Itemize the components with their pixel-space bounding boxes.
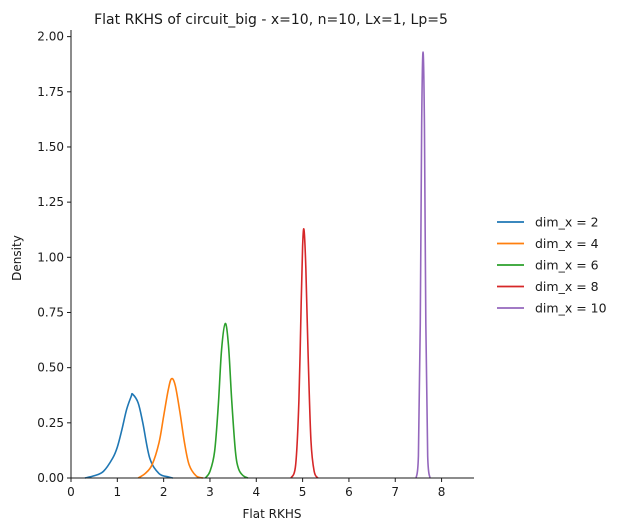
y-tick-label: 1.75 — [37, 85, 64, 99]
legend-label: dim_x = 10 — [535, 301, 607, 316]
x-tick-label: 4 — [252, 485, 260, 499]
x-tick-label: 6 — [345, 485, 353, 499]
x-tick-label: 5 — [299, 485, 307, 499]
legend: dim_x = 2 dim_x = 4 dim_x = 6 dim_x = 8 dim_… — [497, 215, 607, 316]
x-tick-label: 3 — [206, 485, 214, 499]
y-tick-label: 1.25 — [37, 195, 64, 209]
y-axis-ticks: 0.00 0.25 0.50 0.75 1.00 1.25 1.50 1.75 2.00 — [37, 30, 71, 485]
y-tick-label: 0.00 — [37, 471, 64, 485]
x-tick-label: 1 — [114, 485, 122, 499]
legend-label: dim_x = 4 — [535, 236, 599, 251]
series-line-dim-x-2 — [84, 392, 174, 479]
x-axis-label: Flat RKHS — [243, 507, 302, 521]
y-tick-label: 0.50 — [37, 361, 64, 375]
x-axis-ticks: 0 1 2 3 4 5 6 7 8 — [67, 478, 445, 499]
x-tick-label: 7 — [391, 485, 399, 499]
y-axis-label: Density — [10, 235, 24, 281]
x-tick-label: 8 — [438, 485, 446, 499]
legend-label: dim_x = 8 — [535, 279, 599, 294]
series-line-dim-x-6 — [204, 322, 249, 479]
plot-area — [84, 51, 431, 479]
y-tick-label: 1.00 — [37, 250, 64, 264]
x-tick-label: 0 — [67, 485, 75, 499]
series-line-dim-x-8 — [290, 228, 319, 479]
y-tick-label: 1.50 — [37, 140, 64, 154]
y-tick-label: 0.75 — [37, 305, 64, 319]
legend-label: dim_x = 2 — [535, 215, 599, 230]
series-line-dim-x-4 — [137, 377, 204, 479]
y-tick-label: 2.00 — [37, 30, 64, 44]
chart-title: Flat RKHS of circuit_big - x=10, n=10, L… — [94, 12, 448, 28]
legend-label: dim_x = 6 — [535, 258, 599, 273]
y-tick-label: 0.25 — [37, 416, 64, 430]
series-line-dim-x-10 — [415, 51, 431, 479]
x-tick-label: 2 — [160, 485, 168, 499]
